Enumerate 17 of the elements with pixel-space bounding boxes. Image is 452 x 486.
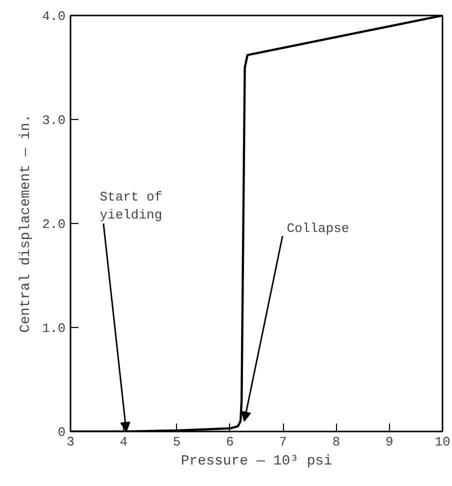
x-tick-label: 9: [385, 434, 394, 450]
y-tick-label: 3.0: [42, 113, 66, 128]
x-tick-label: 5: [172, 434, 181, 450]
x-tick-label: 7: [279, 434, 287, 450]
x-tick-label: 10: [434, 434, 450, 450]
x-axis-title: Pressure — 10³ psi: [180, 454, 332, 470]
x-tick-label: 6: [226, 434, 234, 450]
y-tick-label: 4.0: [42, 9, 66, 24]
x-tick-label: 3: [66, 434, 74, 450]
x-tick-label: 8: [332, 434, 340, 450]
annotation: Start of yielding: [100, 189, 162, 222]
y-tick-label: 0: [58, 425, 66, 440]
y-tick-label: 2.0: [42, 217, 66, 232]
y-tick-label: 1.0: [42, 321, 66, 336]
annotation: Collapse: [286, 221, 350, 236]
x-tick-label: 4: [120, 434, 128, 450]
y-axis-title: Central displacement — in.: [18, 114, 34, 333]
